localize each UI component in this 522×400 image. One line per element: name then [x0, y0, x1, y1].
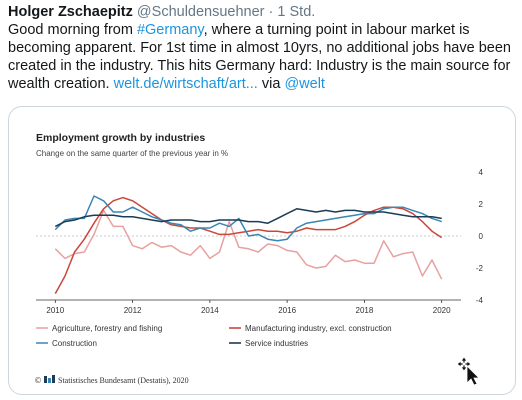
x-tick-label: 2018: [356, 306, 374, 315]
tweet-text-part: via: [257, 76, 285, 92]
source-note: Statistisches Bundesamt (Destatis), 2020: [58, 376, 189, 385]
series-line-3: [54, 208, 442, 228]
destatis-logo-icon: [44, 375, 55, 383]
tweet-header: Holger Zschaepitz @Schuldensuehner · 1 S…: [8, 3, 315, 21]
author-name[interactable]: Holger Zschaepitz: [8, 4, 133, 20]
mention-link[interactable]: @welt: [284, 76, 325, 92]
y-tick-label: 0: [479, 232, 484, 241]
tweet-timestamp[interactable]: 1 Std.: [277, 4, 316, 20]
y-tick-label: -4: [476, 296, 484, 305]
x-tick-label: 2010: [46, 306, 64, 315]
legend-label: Construction: [52, 339, 97, 348]
chart-title: Employment growth by industries: [36, 132, 205, 144]
series-line-2: [54, 195, 442, 242]
article-link[interactable]: welt.de/wirtschaft/art...: [113, 76, 258, 92]
x-tick-label: 2014: [201, 306, 219, 315]
y-tick-label: 4: [479, 168, 484, 177]
source-copyright-icon: ©: [34, 376, 42, 385]
y-tick-label: -2: [476, 264, 484, 273]
author-handle[interactable]: @Schuldensuehner: [136, 4, 265, 20]
tweet-text-part: Good morning from: [8, 22, 137, 38]
header-separator: ·: [268, 4, 274, 20]
legend-label: Manufacturing industry, excl. constructi…: [245, 324, 392, 333]
x-tick-label: 2016: [278, 306, 296, 315]
series-line-0: [54, 209, 443, 280]
x-tick-label: 2020: [433, 306, 451, 315]
chart-subtitle: Change on the same quarter of the previo…: [36, 149, 228, 158]
x-tick-label: 2012: [124, 306, 142, 315]
move-cursor-icon: [456, 356, 480, 386]
series-line-1: [54, 196, 443, 294]
tweet-text: Good morning from #Germany, where a turn…: [8, 21, 514, 93]
employment-chart: Employment growth by industries Change o…: [34, 132, 484, 385]
media-card[interactable]: Employment growth by industries Change o…: [8, 106, 516, 395]
hashtag-link[interactable]: #Germany: [136, 22, 204, 38]
tweet-text-part: , where a turning point in labour market…: [8, 22, 511, 92]
y-tick-label: 2: [479, 200, 484, 209]
legend-label: Service industries: [245, 339, 308, 348]
legend-label: Agriculture, forestry and fishing: [52, 324, 162, 333]
